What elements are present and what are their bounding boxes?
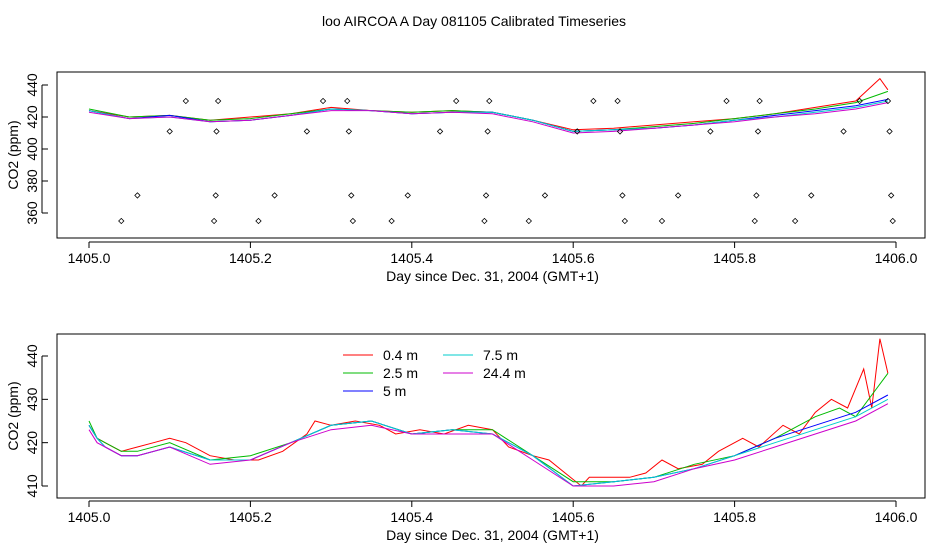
scatter-point [404, 192, 411, 199]
scatter-point [753, 192, 760, 199]
legend-label: 2.5 m [383, 365, 418, 381]
scatter-point [614, 97, 621, 105]
scatter-point [856, 97, 863, 105]
scatter-point [658, 217, 666, 225]
scatter-point [166, 128, 173, 135]
scatter-point [723, 97, 730, 105]
scatter-point [840, 128, 847, 135]
scatter-point [484, 128, 491, 135]
y-tick-label: 440 [24, 73, 40, 97]
scatter-point [619, 192, 626, 199]
series-line-4 [88, 398, 889, 487]
x-axis-label: Day since Dec. 31, 2004 (GMT+1) [386, 268, 599, 284]
x-tick-label: 1405.0 [68, 509, 111, 525]
legend-label: 24.4 m [483, 365, 526, 381]
scatter-point [436, 128, 444, 135]
scatter-point [319, 97, 327, 105]
x-axis-label: Day since Dec. 31, 2004 (GMT+1) [386, 527, 599, 543]
y-tick-label: 430 [24, 387, 40, 411]
x-tick-label: 1405.2 [229, 250, 272, 266]
scatter-point [889, 217, 896, 225]
scatter-point [118, 217, 125, 225]
scatter-point [388, 217, 395, 225]
x-tick-label: 1405.8 [713, 250, 756, 266]
scatter-point [214, 97, 222, 105]
x-tick-label: 1405.8 [713, 509, 756, 525]
scatter-point [349, 217, 357, 225]
scatter-point [590, 97, 597, 105]
scatter-point [541, 192, 549, 199]
legend-label: 0.4 m [383, 347, 418, 363]
y-tick-label: 420 [24, 105, 40, 129]
scatter-point [271, 192, 278, 199]
scatter-point [255, 217, 262, 225]
y-tick-label: 420 [24, 431, 40, 455]
series-line-3 [88, 98, 888, 132]
legend-label: 7.5 m [483, 347, 518, 363]
series-line-2 [88, 373, 889, 483]
chart-panel-2: 1405.0 1405.2 1405.4 1405.6 1405.8 1406.0 Day … [5, 333, 926, 543]
scatter-point [525, 217, 532, 225]
y-axis-label: CO2 (ppm) [5, 381, 21, 450]
y-tick-label: 380 [24, 169, 40, 193]
legend-label: 5 m [383, 383, 406, 399]
scatter-point [182, 97, 190, 105]
chart-title: loo AIRCOA A Day 081105 Calibrated Times… [322, 13, 626, 29]
scatter-point [808, 192, 815, 199]
scatter-point [345, 128, 353, 135]
scatter-point [616, 128, 624, 135]
series-line-5 [88, 403, 889, 487]
scatter-point [886, 128, 893, 135]
x-tick-label: 1405.6 [552, 250, 595, 266]
scatter-point [453, 97, 460, 105]
scatter-point [751, 217, 758, 225]
scatter-point [348, 192, 355, 199]
series-line-3 [88, 394, 889, 487]
scatter-point [574, 128, 581, 135]
scatter-point [303, 128, 311, 135]
scatter-point [756, 97, 763, 105]
scatter-point [134, 192, 141, 199]
scatter-point [707, 128, 714, 135]
plot-frame [56, 333, 926, 499]
scatter-point [486, 97, 493, 105]
scatter-point [791, 217, 799, 225]
y-tick-label: 410 [24, 474, 40, 498]
x-tick-label: 1405.4 [390, 250, 433, 266]
chart-panel-1: 1405.0 1405.2 1405.4 1405.6 1405.8 1406.0 Day … [5, 71, 926, 284]
scatter-point [621, 217, 629, 225]
scatter-point [210, 217, 218, 225]
scatter-point [212, 192, 219, 199]
y-tick-label: 400 [24, 137, 40, 161]
y-tick-label: 440 [24, 344, 40, 368]
legend: 0.4 m 2.5 m 5 m 7.5 m 24.4 m [343, 347, 526, 399]
plot-frame [56, 71, 926, 239]
scatter-point [884, 97, 892, 105]
series-line-5 [88, 102, 888, 134]
x-tick-label: 1405.6 [552, 509, 595, 525]
y-tick-label: 360 [24, 201, 40, 225]
scatter-point [481, 217, 488, 225]
scatter-point [754, 128, 762, 135]
x-tick-label: 1406.0 [875, 509, 918, 525]
x-tick-label: 1405.0 [68, 250, 111, 266]
series-line-2 [88, 90, 889, 132]
y-axis-label: CO2 (ppm) [5, 120, 21, 189]
scatter-point [887, 192, 895, 199]
scatter-point [674, 192, 682, 199]
scatter-point [213, 128, 220, 135]
scatter-point [344, 97, 351, 105]
x-tick-label: 1405.2 [229, 509, 272, 525]
x-tick-label: 1406.0 [875, 250, 918, 266]
scatter-point [482, 192, 490, 199]
x-tick-label: 1405.4 [390, 509, 433, 525]
